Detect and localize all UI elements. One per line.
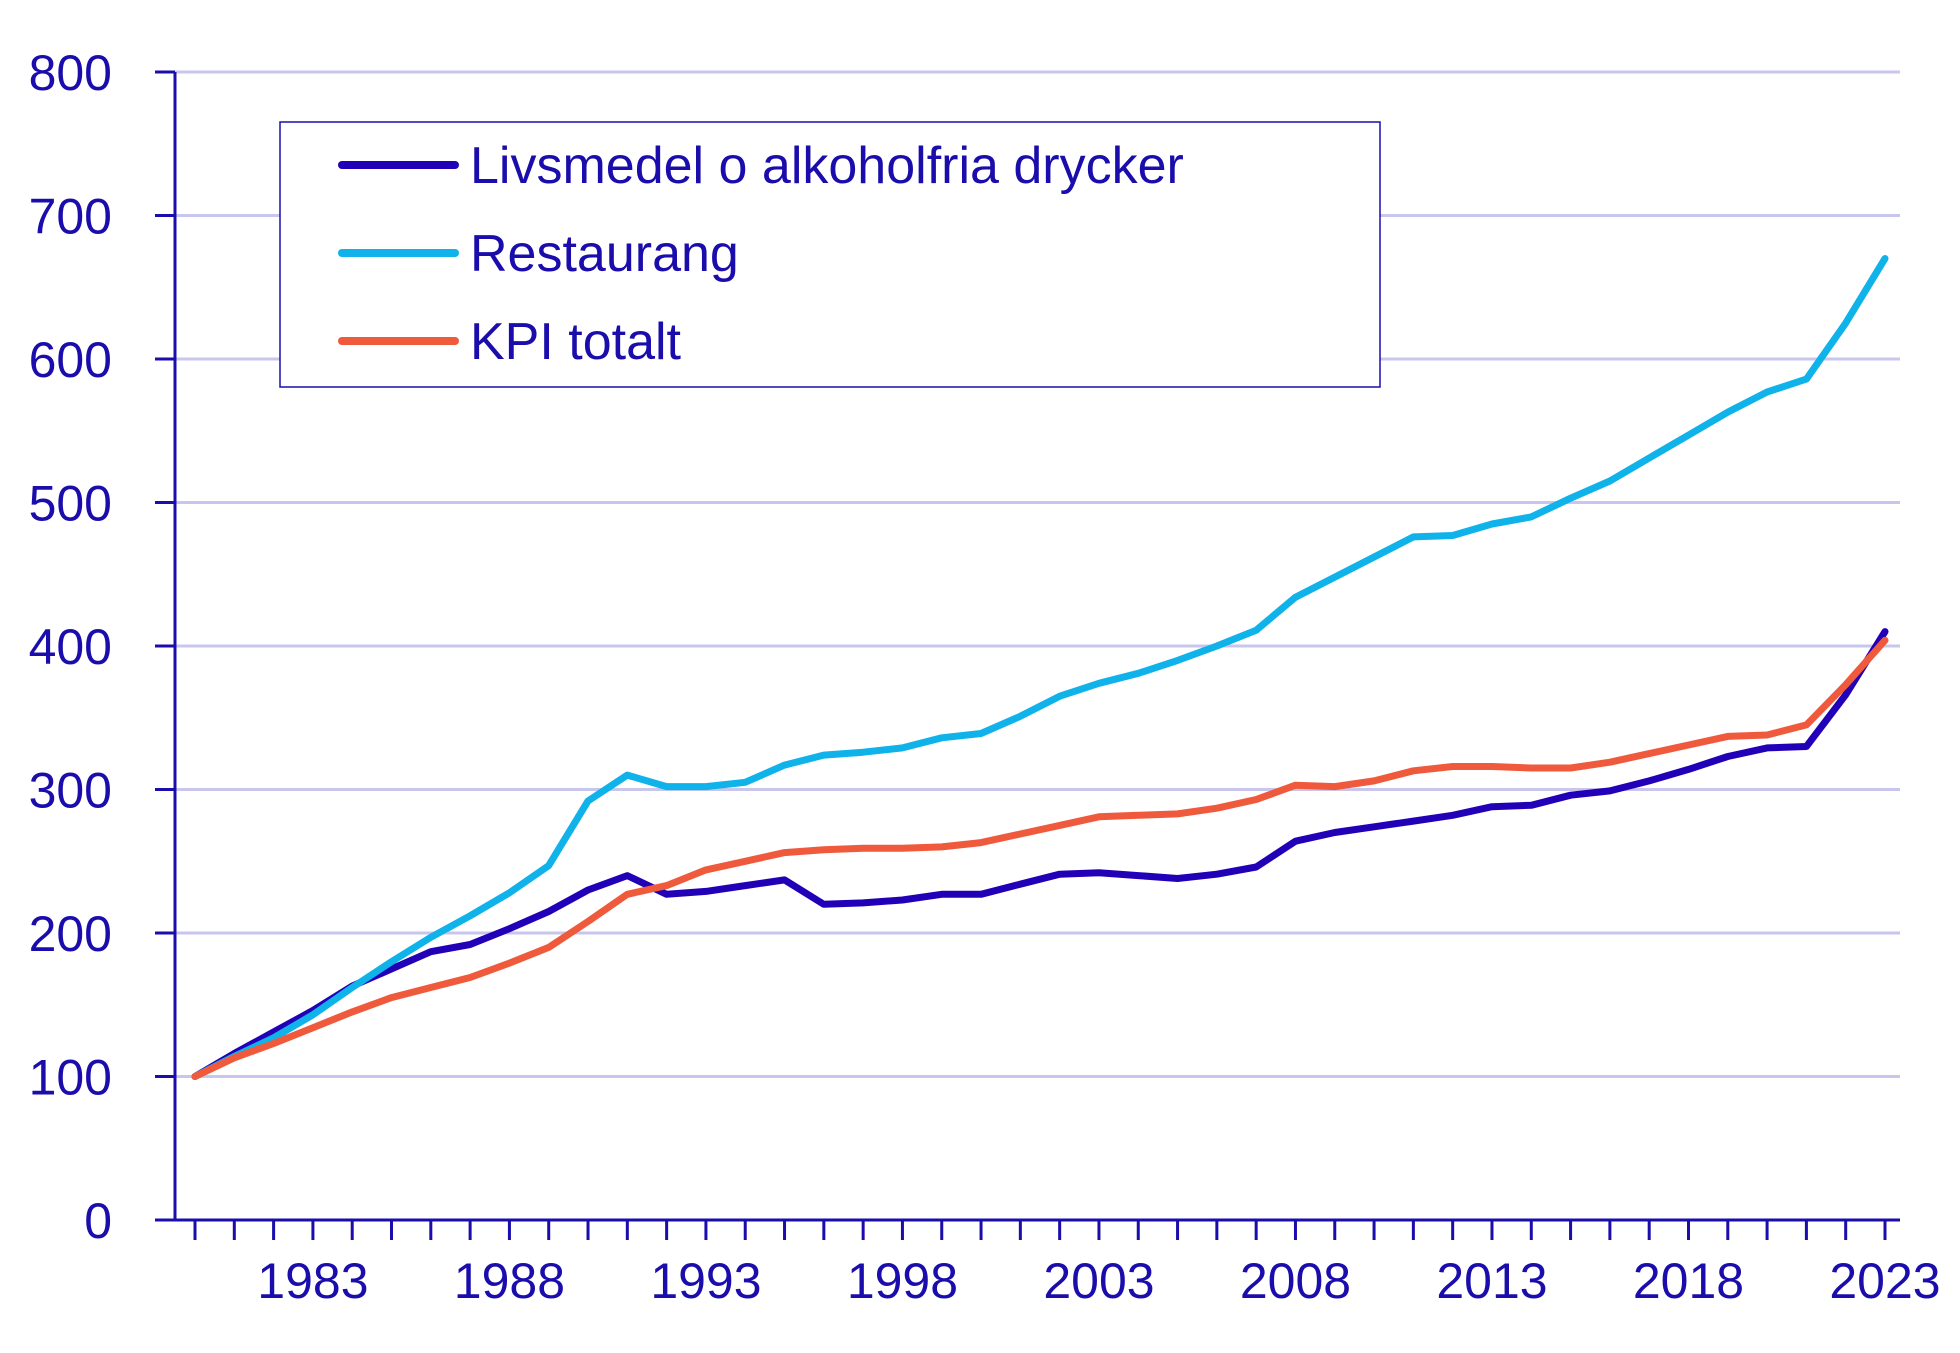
series-lines xyxy=(191,255,1889,1080)
y-tick-label: 800 xyxy=(29,45,112,101)
y-ticks: 0 100 200 300 400 500 600 700 800 xyxy=(29,45,175,1249)
y-tick-label: 700 xyxy=(29,189,112,245)
series-line xyxy=(191,255,1889,1080)
x-tick-label: 1993 xyxy=(650,1253,761,1309)
y-tick-label: 0 xyxy=(84,1193,112,1249)
x-tick-label: 2023 xyxy=(1829,1253,1940,1309)
x-tick-label: 2018 xyxy=(1633,1253,1744,1309)
series-line xyxy=(191,628,1889,1080)
y-tick-label: 600 xyxy=(29,332,112,388)
y-tick-label: 100 xyxy=(29,1050,112,1106)
x-tick-label: 2003 xyxy=(1043,1253,1154,1309)
y-tick-label: 300 xyxy=(29,763,112,819)
legend: Livsmedel o alkoholfria drycker Restauran… xyxy=(279,121,1381,388)
legend-label: KPI totalt xyxy=(470,313,682,371)
series-line xyxy=(191,636,1889,1080)
y-tick-label: 400 xyxy=(29,619,112,675)
legend-box xyxy=(279,121,1381,388)
legend-label: Restaurang xyxy=(470,225,739,283)
x-tick-label: 1998 xyxy=(847,1253,958,1309)
x-ticks: 1983 1988 1993 1998 2003 2008 2013 2018 2023 xyxy=(193,1220,1941,1309)
x-tick-label: 2013 xyxy=(1436,1253,1547,1309)
legend-label: Livsmedel o alkoholfria drycker xyxy=(470,137,1184,195)
x-tick-label: 2008 xyxy=(1240,1253,1351,1309)
y-tick-label: 200 xyxy=(29,906,112,962)
x-tick-label: 1988 xyxy=(454,1253,565,1309)
x-tick-label: 1983 xyxy=(257,1253,368,1309)
y-tick-label: 500 xyxy=(29,476,112,532)
